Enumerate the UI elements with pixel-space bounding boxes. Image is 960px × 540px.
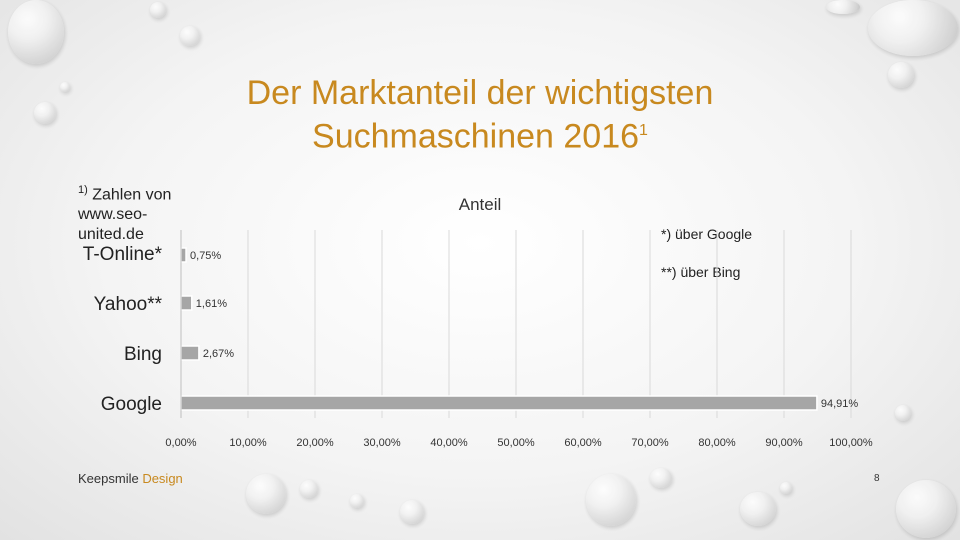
water-drop-decoration — [740, 492, 776, 526]
category-label-bing: Bing — [123, 344, 162, 365]
x-tick-label: 60,00% — [564, 437, 602, 449]
title-line-2: Suchmaschinen 2016 — [312, 117, 640, 156]
category-label-t-online: T-Online* — [82, 244, 162, 265]
footnote-line-1: Zahlen von — [92, 186, 172, 204]
note-bing: **) über Bing — [661, 264, 741, 280]
water-drop-decoration — [8, 0, 64, 64]
water-drop-decoration — [34, 102, 56, 124]
water-drop-decoration — [895, 405, 911, 421]
x-tick-label: 10,00% — [229, 437, 267, 449]
data-label: 94,91% — [821, 398, 859, 410]
x-tick-label: 50,00% — [497, 437, 535, 449]
chart-title: Anteil — [458, 195, 502, 214]
footnote: 1) Zahlen von www.seo- united.de — [78, 180, 208, 245]
brand-logo: Keepsmile Design — [78, 471, 183, 486]
footnote-marker: 1) — [78, 184, 88, 196]
x-tick-label: 80,00% — [698, 437, 736, 449]
water-drop-decoration — [180, 26, 200, 46]
brand-accent: Design — [142, 471, 183, 486]
slide-title: Der Marktanteil der wichtigsten Suchmasc… — [170, 74, 790, 155]
title-footnote-marker: 1 — [639, 122, 648, 139]
x-tick-label: 40,00% — [430, 437, 468, 449]
x-tick-label: 70,00% — [631, 437, 669, 449]
water-drop-decoration — [896, 480, 956, 538]
x-tick-label: 90,00% — [765, 437, 803, 449]
bar — [180, 247, 187, 263]
water-drop-decoration — [150, 2, 166, 18]
page-number: 8 — [874, 473, 880, 484]
data-label: 0,75% — [190, 250, 221, 262]
note-google: *) über Google — [661, 226, 753, 242]
water-drop-decoration — [868, 0, 958, 56]
water-drop-decoration — [888, 62, 914, 88]
water-drop-decoration — [586, 474, 636, 526]
bar — [180, 345, 200, 361]
x-tick-label: 100,00% — [829, 437, 873, 449]
water-drop-decoration — [60, 82, 70, 92]
water-drop-decoration — [780, 482, 792, 494]
water-drop-decoration — [300, 480, 318, 498]
water-drop-decoration — [650, 468, 672, 488]
footnote-line-2: www.seo- — [78, 206, 148, 224]
x-tick-label: 0,00% — [165, 437, 196, 449]
water-drop-decoration — [826, 0, 860, 14]
x-tick-label: 30,00% — [363, 437, 401, 449]
bar — [180, 295, 193, 311]
water-drop-decoration — [246, 474, 286, 514]
data-label: 1,61% — [196, 298, 227, 310]
category-label-yahoo: Yahoo** — [93, 294, 162, 315]
brand-name: Keepsmile — [78, 471, 143, 486]
x-tick-label: 20,00% — [296, 437, 334, 449]
footnote-line-3: united.de — [78, 226, 144, 244]
bar — [180, 395, 818, 411]
data-label: 2,67% — [203, 348, 234, 360]
category-label-google: Google — [100, 394, 162, 415]
title-line-1: Der Marktanteil der wichtigsten — [246, 74, 714, 112]
water-drop-decoration — [350, 494, 364, 508]
water-drop-decoration — [400, 500, 424, 524]
